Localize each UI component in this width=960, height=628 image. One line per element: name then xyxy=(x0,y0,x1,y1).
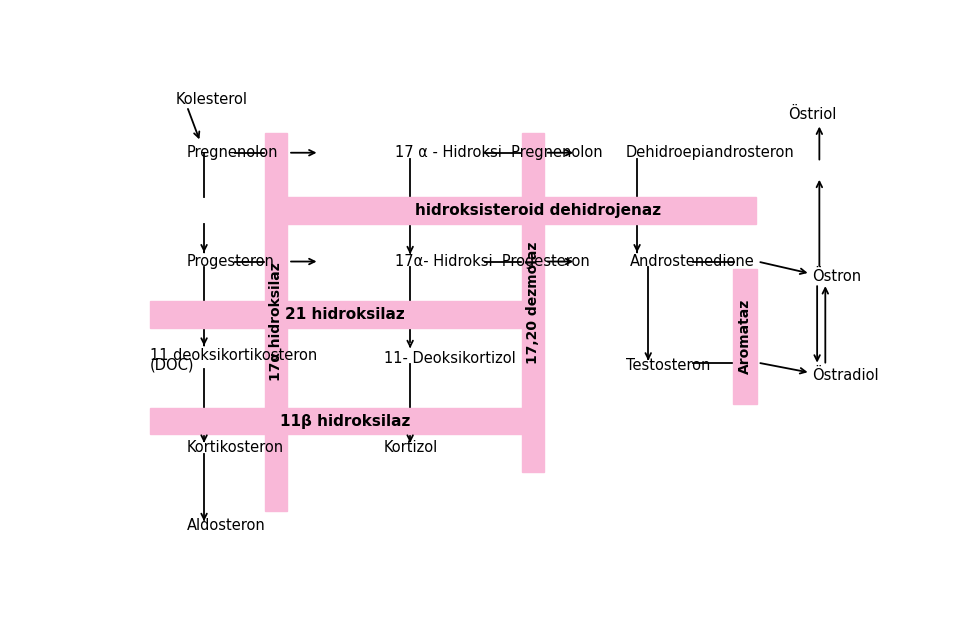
Text: hidroksisteroid dehidrojenaz: hidroksisteroid dehidrojenaz xyxy=(416,203,661,219)
Text: Androstenedione: Androstenedione xyxy=(630,254,755,269)
Bar xyxy=(733,269,756,404)
Text: Pregnenolon: Pregnenolon xyxy=(187,145,278,160)
Bar xyxy=(150,408,540,435)
Text: Östradiol: Östradiol xyxy=(812,367,878,382)
Text: Dehidroepiandrosteron: Dehidroepiandrosteron xyxy=(626,145,795,160)
Text: 17α hidroksilaz: 17α hidroksilaz xyxy=(269,263,283,381)
Text: Kolesterol: Kolesterol xyxy=(176,92,248,107)
Text: Aldosteron: Aldosteron xyxy=(187,517,266,533)
Text: 17 α - Hidroksi  Pregnenolon: 17 α - Hidroksi Pregnenolon xyxy=(396,145,603,160)
Text: Kortizol: Kortizol xyxy=(384,440,439,455)
Text: 17α- Hidroksi  Progesteron: 17α- Hidroksi Progesteron xyxy=(396,254,590,269)
Text: 11- Deoksikortizol: 11- Deoksikortizol xyxy=(384,351,516,365)
Bar xyxy=(276,197,756,224)
Text: Östron: Östron xyxy=(812,269,861,284)
Text: 11β hidroksilaz: 11β hidroksilaz xyxy=(280,414,410,428)
Text: Aromataz: Aromataz xyxy=(738,299,752,374)
Text: Östriol: Östriol xyxy=(788,107,836,122)
Text: Progesteron: Progesteron xyxy=(187,254,275,269)
Bar xyxy=(265,133,287,511)
Bar xyxy=(522,133,544,472)
Text: 21 hidroksilaz: 21 hidroksilaz xyxy=(285,307,405,322)
Text: Testosteron: Testosteron xyxy=(626,358,710,373)
Text: (DOC): (DOC) xyxy=(150,358,194,373)
Bar xyxy=(150,301,540,328)
Text: 11 deoksikortikosteron: 11 deoksikortikosteron xyxy=(150,349,317,364)
Text: Kortikosteron: Kortikosteron xyxy=(187,440,284,455)
Text: 17,20 dezmolaz: 17,20 dezmolaz xyxy=(526,241,540,364)
